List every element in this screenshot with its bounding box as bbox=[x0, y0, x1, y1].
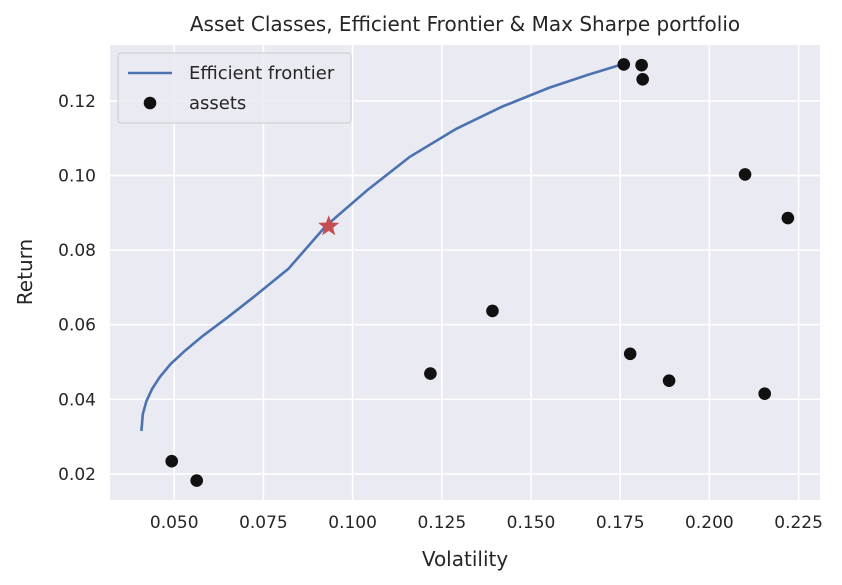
y-tick-label: 0.02 bbox=[58, 465, 96, 485]
asset-point bbox=[781, 211, 795, 225]
y-tick-label: 0.10 bbox=[58, 167, 96, 187]
max-sharpe-star-marker bbox=[318, 215, 340, 236]
asset-point bbox=[486, 304, 499, 318]
efficient-frontier-line bbox=[140, 63, 623, 432]
x-tick-label: 0.200 bbox=[685, 513, 734, 533]
x-tick-labels: 0.050 0.075 0.100 0.125 0.150 0.175 0.200 0.225 bbox=[150, 513, 823, 533]
x-axis-label: Volatility bbox=[422, 547, 509, 571]
asset-point bbox=[623, 347, 637, 361]
legend-label-assets: assets bbox=[189, 93, 246, 114]
legend-label-frontier: Efficient frontier bbox=[189, 63, 335, 84]
x-tick-label: 0.150 bbox=[507, 513, 556, 533]
x-tick-label: 0.225 bbox=[774, 513, 823, 533]
asset-point bbox=[662, 374, 676, 387]
asset-point bbox=[738, 168, 752, 181]
asset-point bbox=[424, 367, 437, 380]
asset-point bbox=[617, 58, 631, 71]
y-axis-label: Return bbox=[13, 239, 37, 305]
chart-title: Asset Classes, Efficient Frontier & Max … bbox=[190, 12, 740, 36]
y-tick-label: 0.04 bbox=[58, 390, 96, 410]
x-tick-label: 0.175 bbox=[596, 513, 645, 533]
asset-point bbox=[190, 474, 203, 487]
legend-box bbox=[117, 52, 352, 124]
y-tick-labels: 0.02 0.04 0.06 0.08 0.10 0.12 bbox=[58, 92, 96, 485]
x-tick-label: 0.075 bbox=[239, 513, 288, 533]
asset-points bbox=[165, 58, 795, 487]
legend-dot-swatch bbox=[143, 96, 157, 110]
asset-point bbox=[165, 454, 179, 468]
y-tick-label: 0.06 bbox=[58, 316, 96, 336]
asset-point bbox=[636, 73, 649, 86]
asset-point bbox=[758, 387, 771, 401]
legend: Efficient frontier assets bbox=[117, 52, 352, 124]
y-tick-label: 0.08 bbox=[58, 241, 96, 261]
x-tick-label: 0.050 bbox=[150, 513, 199, 533]
asset-point bbox=[635, 58, 648, 72]
y-tick-label: 0.12 bbox=[58, 92, 96, 112]
x-tick-label: 0.100 bbox=[328, 513, 377, 533]
x-tick-label: 0.125 bbox=[417, 513, 466, 533]
